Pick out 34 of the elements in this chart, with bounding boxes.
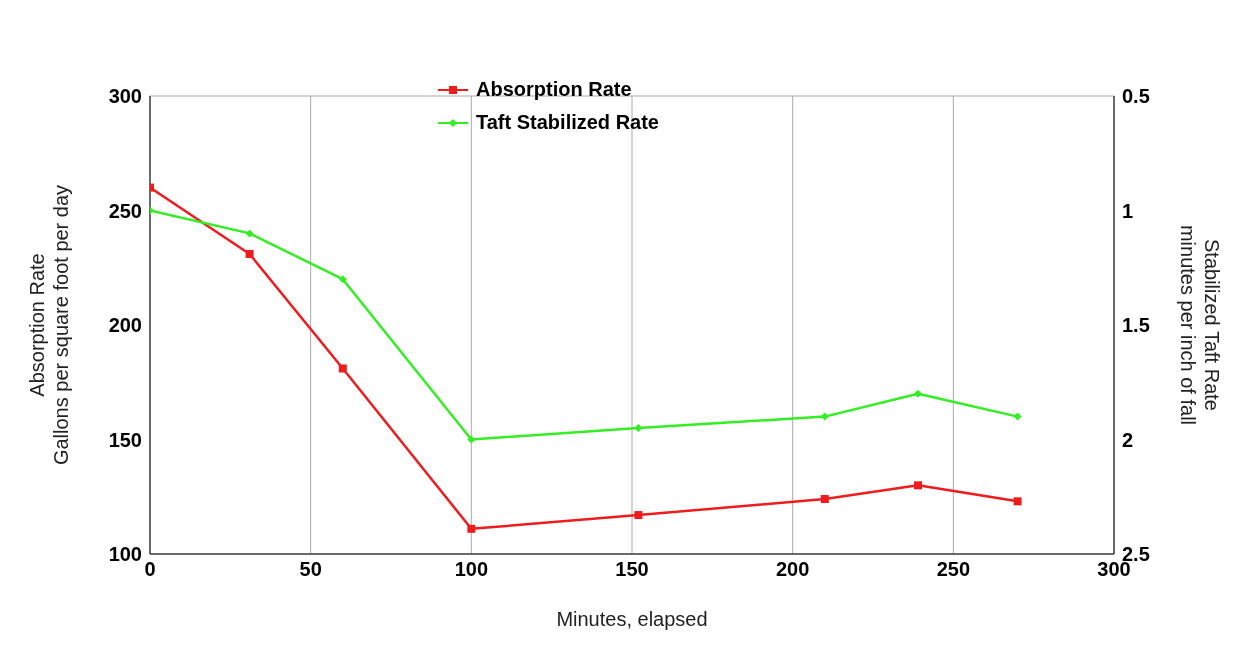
x-tick-label: 100 <box>454 558 489 581</box>
point <box>338 364 347 373</box>
point <box>820 412 829 421</box>
legend-label: Taft Stabilized Rate <box>476 111 659 134</box>
point <box>1013 497 1022 506</box>
y2-tick-label: 2 <box>1122 428 1134 451</box>
point <box>467 524 476 533</box>
point <box>1013 412 1022 421</box>
y-tick-label: 150 <box>108 428 142 451</box>
point <box>467 435 476 444</box>
point <box>634 511 643 520</box>
x-tick-label: 50 <box>299 558 322 581</box>
legend-label: Absorption Rate <box>476 78 632 101</box>
x-tick-label: 250 <box>936 558 971 581</box>
x-tick-label: 0 <box>144 558 156 581</box>
point <box>245 250 254 259</box>
point <box>634 424 643 433</box>
point <box>338 275 347 284</box>
x-tick-label: 200 <box>775 558 810 581</box>
y-tick-label: 100 <box>108 543 142 566</box>
point <box>913 389 922 398</box>
y-axis-title: Absorption Rate Gallons per square foot per day <box>26 184 72 466</box>
y-tick-label: 300 <box>108 85 142 108</box>
point <box>245 229 254 238</box>
y-tick-label: 200 <box>108 314 142 337</box>
y2-tick-label: 0.5 <box>1122 85 1150 108</box>
x-tick-label: 150 <box>615 558 649 581</box>
y2-axis-title: Stabilized Taft Rate minutes per inch of fall <box>1177 224 1223 426</box>
y2-tick-label: 1.5 <box>1122 314 1150 337</box>
y-tick-label: 250 <box>108 199 142 222</box>
point <box>913 481 922 490</box>
y2-tick-label: 1 <box>1122 199 1134 222</box>
point <box>820 495 829 504</box>
x-axis-title: Minutes, elapsed <box>556 608 708 630</box>
